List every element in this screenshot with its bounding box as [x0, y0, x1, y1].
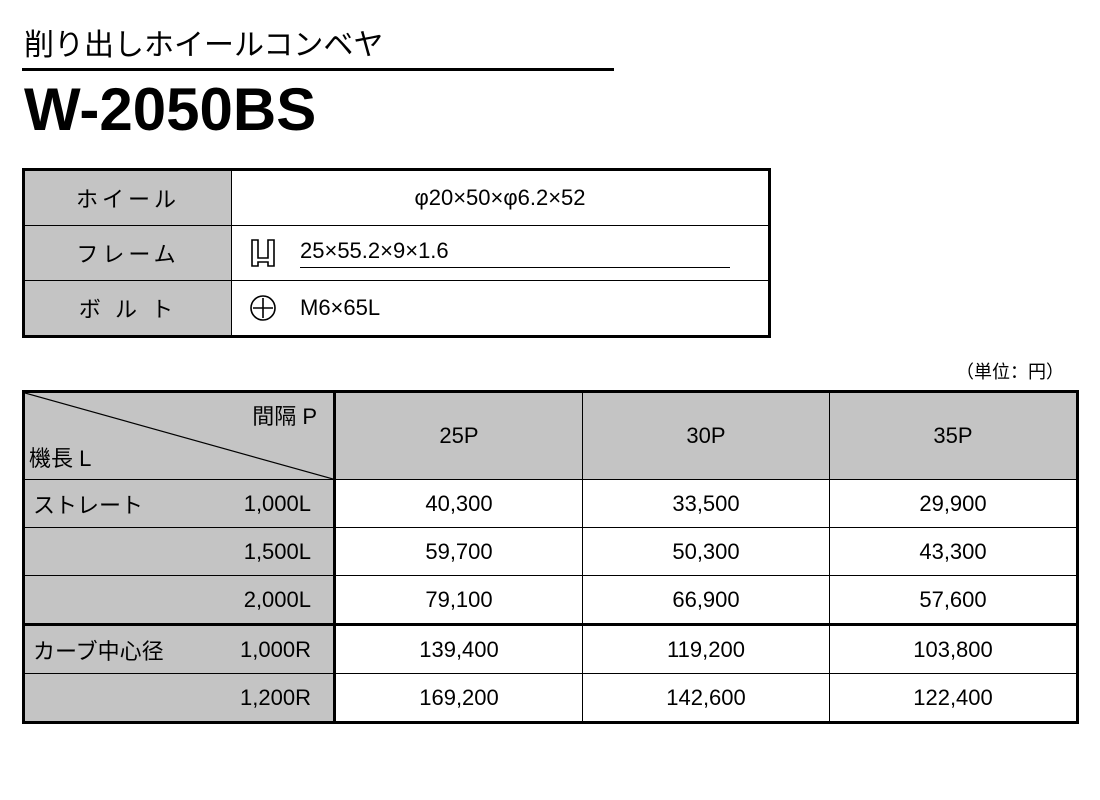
- spec-table: ホイール φ20×50×φ6.2×52 フレーム 25×55.2×9×1.6 ボ ル ト…: [22, 168, 771, 338]
- row-length: 1,000L: [244, 491, 333, 517]
- price-cell: 122,400: [830, 674, 1078, 723]
- spec-value: M6×65L: [232, 281, 770, 337]
- price-cell: 66,900: [583, 576, 830, 625]
- price-cell: 50,300: [583, 528, 830, 576]
- pitch-col-2: 35P: [830, 392, 1078, 480]
- spec-label: ホイール: [24, 170, 232, 226]
- price-cell: 29,900: [830, 480, 1078, 528]
- row-length: 2,000L: [244, 587, 333, 613]
- price-cell: 57,600: [830, 576, 1078, 625]
- price-row-label: 2,000L: [24, 576, 335, 625]
- spec-value: φ20×50×φ6.2×52: [232, 170, 770, 226]
- price-cell: 103,800: [830, 625, 1078, 674]
- price-row-label: 1,200R: [24, 674, 335, 723]
- price-cell: 119,200: [583, 625, 830, 674]
- row-length: 1,500L: [244, 539, 333, 565]
- pitch-axis-label: 間隔 P: [252, 399, 317, 431]
- price-cell: 169,200: [335, 674, 583, 723]
- row-type-label: カーブ中心径: [25, 634, 164, 666]
- price-row-label: ストレート 1,000L: [24, 480, 335, 528]
- spec-value-text: 25×55.2×9×1.6: [300, 238, 730, 268]
- spec-value-text: φ20×50×φ6.2×52: [414, 185, 585, 210]
- unit-note: （単位：円）: [22, 358, 1064, 384]
- price-table: 間隔 P 機長 L 25P 30P 35P ストレート 1,000L40,3003…: [22, 390, 1079, 724]
- price-cell: 59,700: [335, 528, 583, 576]
- price-row-label: カーブ中心径 1,000R: [24, 625, 335, 674]
- row-type-label: ストレート: [25, 488, 143, 520]
- price-cell: 43,300: [830, 528, 1078, 576]
- price-cell: 139,400: [335, 625, 583, 674]
- spec-value: 25×55.2×9×1.6: [232, 226, 770, 281]
- price-row-label: 1,500L: [24, 528, 335, 576]
- length-axis-label: 機長 L: [29, 441, 91, 473]
- spec-label: ボ ル ト: [24, 281, 232, 337]
- channel-icon: [232, 236, 294, 270]
- price-cell: 79,100: [335, 576, 583, 625]
- product-model: W-2050BS: [24, 75, 1072, 144]
- product-category: 削り出しホイールコンベヤ: [22, 18, 614, 71]
- pitch-col-1: 30P: [583, 392, 830, 480]
- price-table-corner: 間隔 P 機長 L: [25, 393, 333, 479]
- spec-label: フレーム: [24, 226, 232, 281]
- price-cell: 33,500: [583, 480, 830, 528]
- price-cell: 40,300: [335, 480, 583, 528]
- row-length: 1,200R: [240, 685, 333, 711]
- spec-value-text: M6×65L: [300, 295, 380, 320]
- row-length: 1,000R: [240, 637, 333, 663]
- bolt-icon: [232, 293, 294, 323]
- price-cell: 142,600: [583, 674, 830, 723]
- pitch-col-0: 25P: [335, 392, 583, 480]
